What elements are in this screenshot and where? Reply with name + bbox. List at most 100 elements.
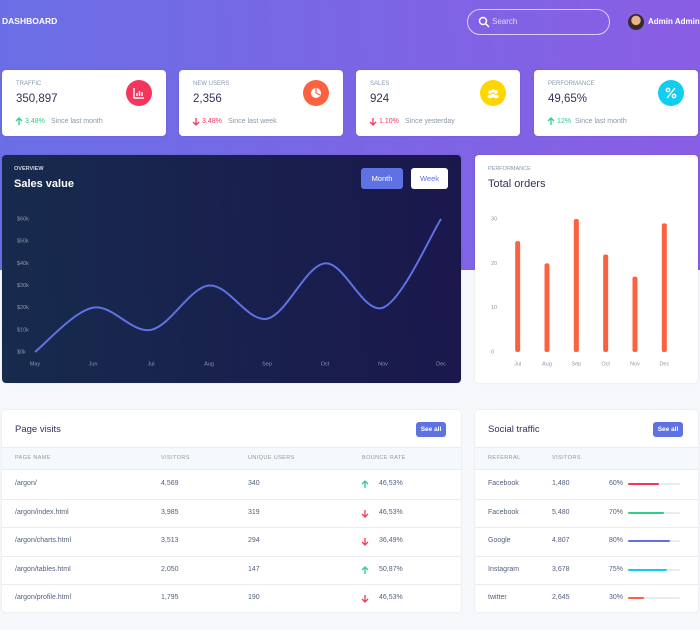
table-cell: /argon/ [15,480,37,487]
stat-card: PERFORMANCE 49,65% 12% Since last month [534,70,698,136]
percent-label: 70% [609,508,624,516]
arrow-icon [361,595,369,604]
table-cell: 2,645 [552,594,570,602]
avatar[interactable] [628,14,644,30]
search-box[interactable]: Search [467,9,610,35]
column-header: VISITORS [552,455,581,461]
orders-panel: PERFORMANCE Total orders 0 10 20 30 Jul Aug Sep O… [475,155,698,383]
x-tick-label: Jul [147,361,154,367]
row-divider [2,555,461,557]
icon-shape [488,90,492,94]
y-tick-label: $0k [17,349,26,355]
icon [361,480,369,488]
arrow-icon [369,118,377,126]
x-tick-label: Jun [89,361,98,367]
column-header: BOUNCE RATE [362,455,406,461]
table-head [2,447,461,470]
icon-shape [133,88,144,99]
column-header: REFERRAL [488,455,521,461]
stat-value: 924 [370,93,390,105]
y-tick-label: $10k [17,327,29,333]
icon [361,509,369,518]
row-divider [475,584,698,586]
progress-bar [628,540,670,543]
toggle-button[interactable]: Week [411,168,448,189]
icon-shape [494,90,498,94]
table-head [475,447,698,470]
stat-note: Since last week [228,118,277,125]
table-cell: 147 [248,565,260,573]
social-traffic-panel: Social traffic See all REFERRAL VISITORS Fac… [475,410,698,612]
table-cell: 3,985 [161,508,179,516]
arrow-icon [361,538,369,547]
y-tick-label: $50k [17,239,29,245]
x-tick-label: Nov [378,361,388,367]
table-cell: 294 [248,537,260,545]
progress-bar [628,568,667,571]
table-cell: /argon/index.html [15,508,69,516]
see-all-button[interactable]: See all [653,422,683,437]
bar [661,223,667,352]
table-cell: 319 [248,508,260,516]
stat-change: 3.48% [202,118,222,125]
progress-bar [628,511,665,514]
x-tick-label: Dec [436,361,446,367]
table-cell: Facebook [488,480,519,487]
arrow-icon [361,480,369,488]
arrow-icon [547,117,555,125]
x-tick-label: Sep [262,361,272,367]
stat-note: Since last month [51,118,103,125]
table-cell: 1,480 [552,480,570,487]
icon [369,118,377,126]
line-series [34,218,442,353]
stat-value: 350,897 [16,93,58,105]
y-tick-label: $40k [17,261,29,267]
stat-change: 3.48% [25,118,45,125]
icon-shape [490,93,496,98]
icon [15,117,23,125]
icon [361,565,369,574]
stat-value: 49,65% [548,93,588,105]
icon [547,117,555,125]
table-cell: 3,513 [161,537,179,545]
panel-title: Sales value [14,178,74,190]
bar [573,219,579,352]
stat-icon [658,80,684,106]
toggle-button[interactable]: Month [361,168,403,189]
stat-card: NEW USERS 2,356 3.48% Since last week [179,70,343,136]
row-divider [475,527,698,529]
column-header: PAGE NAME [15,455,51,461]
table-cell: 4,807 [552,537,570,545]
overline: OVERVIEW [14,166,44,172]
chart: $0k $10k $20k $30k $40k $50k $60k May Jun Jul Aug S… [17,216,446,367]
table-cell: /argon/tables.html [15,565,71,573]
stat-note: Since last month [575,118,627,125]
row-divider [2,498,461,500]
icon-shape [315,88,321,96]
y-tick-label: 30 [491,216,497,222]
table-cell: Google [488,537,511,545]
y-tick-label: $30k [17,283,29,289]
sales-panel: OVERVIEW Sales value Month Week $0k $10k $20k $… [2,155,461,383]
stat-note: Since yesterday [405,118,455,125]
user-name[interactable]: Admin Admin [648,17,700,26]
table-cell: Instagram [488,565,520,573]
stat-icon [126,80,152,106]
y-tick-label: $60k [17,216,29,222]
icon [478,16,490,28]
page-visits-panel: Page visits See all PAGE NAME VISITORS UNIQU… [2,410,461,612]
table-cell: 36,49% [379,537,403,545]
x-tick-label: Aug [542,361,552,367]
page-title: DASHBOARD [2,16,58,26]
see-all-button[interactable]: See all [416,422,446,437]
search-placeholder: Search [492,17,518,26]
icon-shape [491,89,495,93]
column-header: VISITORS [161,455,190,461]
icon [361,538,369,547]
table-cell: 46,53% [379,508,403,516]
stat-label: NEW USERS [193,81,230,87]
x-tick-label: May [30,361,41,367]
percent-label: 80% [609,537,624,545]
panel-title: Total orders [488,178,546,190]
